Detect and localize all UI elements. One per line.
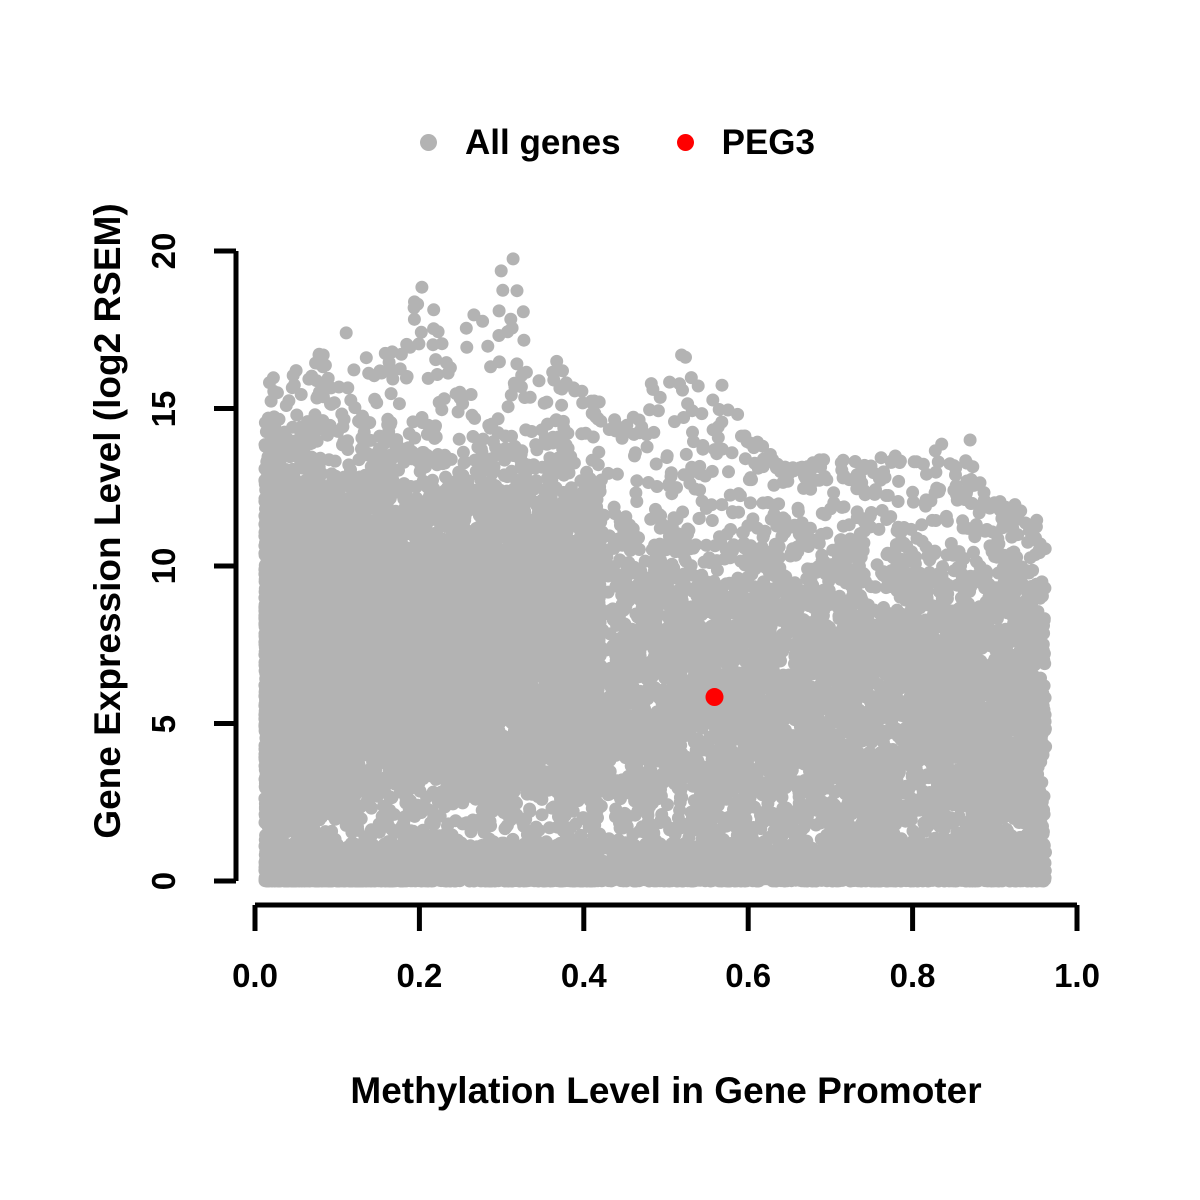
y-axis-tick-label: 20 [145,232,182,270]
all-genes-point-cloud [258,252,1053,888]
data-points-layer [258,252,1053,888]
x-axis-tick-label: 1.0 [1054,957,1100,994]
legend-item-all-genes: All genes [420,125,621,160]
legend-label-all-genes: All genes [465,122,621,162]
x-axis-title: Methylation Level in Gene Promoter [350,1070,982,1111]
chart-legend: All genes PEG3 [420,112,890,172]
axis-lines-layer [214,248,1080,931]
y-axis-tick-label: 15 [145,390,182,427]
x-axis-tick-label: 0.2 [396,957,443,994]
y-axis-tick-label: 5 [145,714,182,733]
peg3-data-point[interactable] [705,688,724,707]
y-axis-tick-label: 0 [145,871,182,891]
y-axis-tick-label: 10 [145,547,182,585]
legend-item-peg3: PEG3 [676,122,815,162]
x-axis-tick-label: 0.4 [560,957,607,994]
x-axis-tick-label: 0.0 [232,957,278,994]
legend-marker-peg3-icon [676,133,694,151]
legend-label-peg3: PEG3 [721,122,815,162]
x-axis-tick-label: 0.6 [725,957,772,994]
legend-marker-all-genes-icon [420,133,437,151]
x-axis-tick-label: 0.8 [889,957,936,994]
